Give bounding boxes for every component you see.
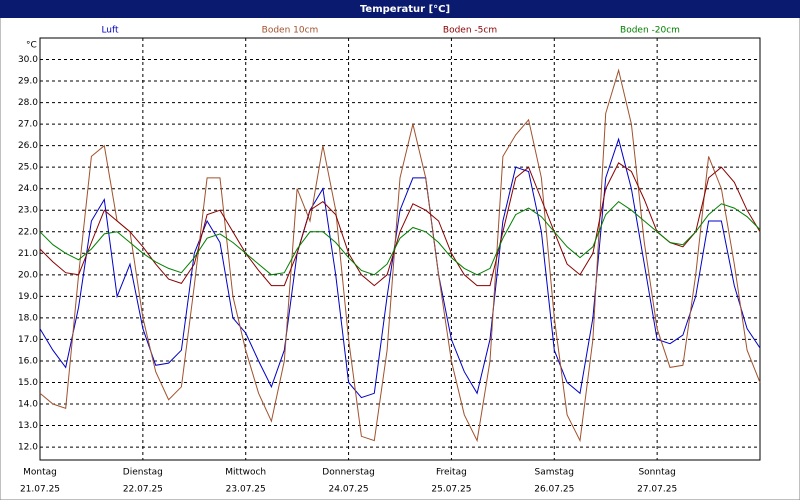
y-tick-label: 24.0: [18, 184, 38, 194]
y-tick-label: 29.0: [18, 77, 38, 87]
x-tick-label: Sonntag: [638, 468, 675, 478]
x-tick-label: Samstag: [535, 468, 574, 478]
legend-entry: Boden -20cm: [620, 26, 680, 36]
y-tick-label: 13.0: [18, 421, 38, 431]
legend-entry: Boden -5cm: [443, 26, 497, 36]
y-tick-label: 16.0: [18, 356, 38, 366]
x-tick-date: 25.07.25: [431, 485, 471, 495]
x-tick-label: Dienstag: [123, 468, 163, 478]
y-tick-label: 19.0: [18, 292, 38, 302]
y-tick-label: 20.0: [18, 270, 38, 280]
x-tick-label: Montag: [23, 468, 57, 478]
y-tick-label: 14.0: [18, 400, 38, 410]
y-tick-label: 17.0: [18, 335, 38, 345]
x-tick-label: Mittwoch: [225, 468, 266, 478]
series-line: [39, 200, 761, 276]
chart-title: Temperatur [°C]: [360, 4, 450, 15]
y-tick-label: 30.0: [18, 55, 38, 65]
x-tick-date: 27.07.25: [637, 485, 677, 495]
series-line: [39, 137, 761, 399]
plot-area: [39, 37, 761, 461]
x-tick-date: 21.07.25: [20, 485, 60, 495]
y-tick-label: 28.0: [18, 98, 38, 108]
y-tick-label: 12.0: [18, 443, 38, 453]
title-bar: [0, 0, 800, 18]
x-tick-date: 26.07.25: [534, 485, 574, 495]
series-line: [39, 162, 761, 287]
series-line: [39, 68, 761, 443]
x-tick-date: 24.07.25: [329, 485, 369, 495]
y-tick-label: 22.0: [18, 227, 38, 237]
x-tick-label: Donnerstag: [322, 468, 375, 478]
x-tick-date: 23.07.25: [226, 485, 266, 495]
x-tick-label: Freitag: [436, 468, 467, 478]
y-tick-label: 27.0: [18, 120, 38, 130]
y-tick-label: 25.0: [18, 163, 38, 173]
y-tick-label: 21.0: [18, 249, 38, 259]
y-tick-label: 15.0: [18, 378, 38, 388]
y-tick-label: 26.0: [18, 141, 38, 151]
y-tick-label: 18.0: [18, 313, 38, 323]
legend-entry: Boden 10cm: [262, 26, 319, 36]
y-unit: °C: [26, 41, 37, 51]
x-tick-date: 22.07.25: [123, 485, 163, 495]
legend-entry: Luft: [101, 26, 119, 36]
y-tick-label: 23.0: [18, 206, 38, 216]
